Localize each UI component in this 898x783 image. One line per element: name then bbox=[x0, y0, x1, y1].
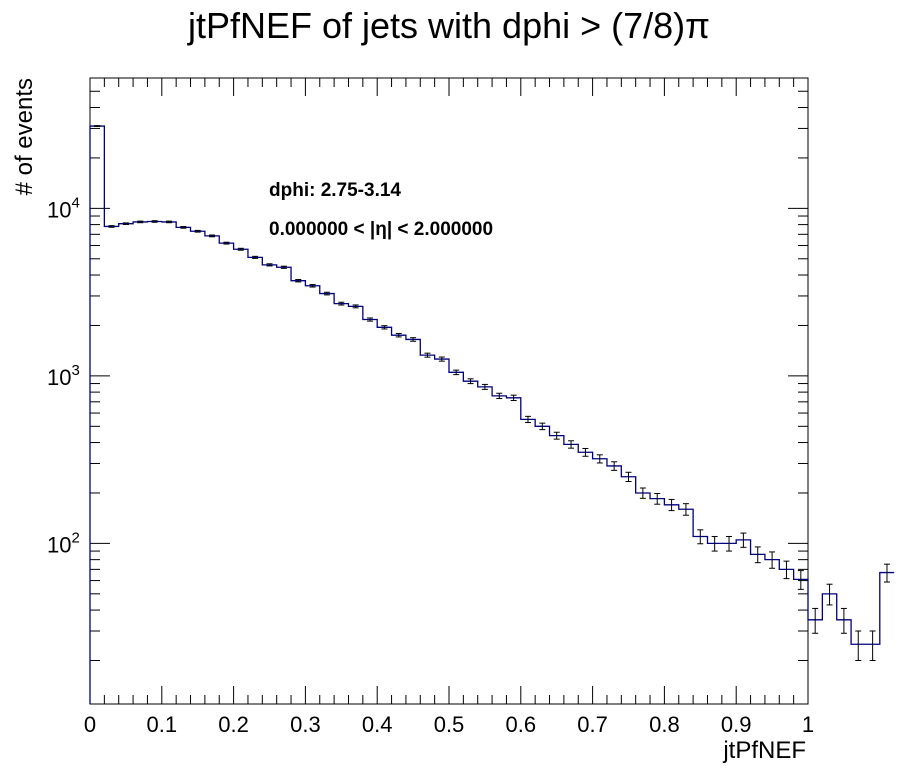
x-tick-label: 0 bbox=[84, 712, 96, 737]
chart-title: jtPfNEF of jets with dphi > (7/8)π bbox=[187, 5, 710, 46]
y-axis-ticks bbox=[90, 77, 808, 662]
histogram-series-line bbox=[89, 125, 895, 704]
x-axis-label: jtPfNEF bbox=[722, 737, 806, 764]
y-axis-label: # of events bbox=[11, 78, 38, 195]
x-tick-label: 0.1 bbox=[147, 712, 178, 737]
annotation-dphi: dphi: 2.75-3.14 bbox=[269, 180, 401, 201]
x-tick-label: 0.3 bbox=[290, 712, 321, 737]
x-tick-label: 1 bbox=[802, 712, 814, 737]
x-tick-label: 0.2 bbox=[218, 712, 249, 737]
x-tick-label: 0.4 bbox=[362, 712, 393, 737]
x-tick-label: 0.7 bbox=[577, 712, 608, 737]
x-axis-ticks bbox=[89, 78, 809, 704]
annotation-eta: 0.000000 < |η| < 2.000000 bbox=[269, 219, 493, 240]
error-bars bbox=[94, 125, 890, 662]
x-tick-label: 0.9 bbox=[721, 712, 752, 737]
x-tick-label: 0.5 bbox=[434, 712, 465, 737]
x-tick-label: 0.8 bbox=[649, 712, 680, 737]
x-axis-tick-labels: 0 0.1 0.2 0.3 0.4 0.5 0.6 0.7 0.8 0.9 1 bbox=[84, 712, 814, 737]
x-tick-label: 0.6 bbox=[506, 712, 537, 737]
